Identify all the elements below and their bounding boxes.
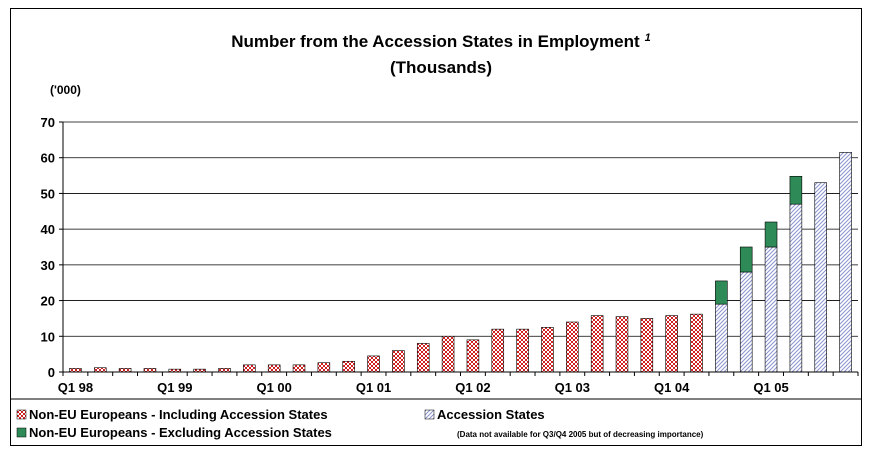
bar-including [665,315,678,373]
y-tick-label: 40 [41,222,55,237]
y-tick-label: 20 [41,294,55,309]
bar-including [491,328,505,373]
bar-accession [715,303,728,373]
bar-including [317,362,331,373]
y-tick-label: 60 [41,151,55,166]
x-tick-label: Q1 01 [356,380,391,395]
bar-including [690,313,703,373]
bar-including [267,364,281,373]
bar-including [416,343,430,373]
bar-including [118,368,132,373]
gridlines [59,121,858,373]
bar-including [292,364,306,373]
legend-note: (Data not available for Q3/Q4 2005 but o… [457,430,704,439]
bar-including [516,328,529,373]
bar-including [342,360,355,373]
title-superscript: 1 [645,32,651,44]
axes [62,122,859,376]
bars [69,152,852,373]
bar-including [94,367,107,373]
legend-label-accession: Accession States [437,407,545,422]
bar-excluding [789,175,803,205]
bar-including [615,316,629,373]
chart-subtitle: (Thousands) [390,58,492,77]
bar-accession [764,246,778,373]
x-tick-label: Q1 02 [455,380,490,395]
chart-title: Number from the Accession States in Empl… [231,32,651,51]
bar-accession [839,152,852,373]
x-tick-label: Q1 05 [753,380,788,395]
bar-including [590,315,604,373]
legend: Non-EU Europeans - Including Accession S… [11,398,861,440]
bar-accession [739,271,753,373]
x-tick-label: Q1 00 [256,380,291,395]
bar-including [218,368,231,373]
bar-accession [789,203,803,373]
legend-label-including: Non-EU Europeans - Including Accession S… [29,407,328,422]
bar-including [566,321,579,373]
y-tick-labels: 0 10 20 30 40 50 60 70 [41,115,55,380]
x-tick-label: Q1 03 [555,380,590,395]
y-tick-label: 50 [41,186,55,201]
bar-accession [814,182,827,373]
x-tick-label: Q1 98 [58,380,93,395]
bar-excluding [739,246,753,273]
bar-including [69,368,82,373]
bar-including [392,350,405,373]
chart-svg: Number from the Accession States in Empl… [11,32,861,440]
bar-including [243,364,256,373]
legend-swatch-excluding [16,427,27,438]
bar-including [143,368,157,373]
bar-including [640,318,654,373]
bar-including [466,339,480,373]
y-tick-label: 0 [48,365,55,380]
x-tick-labels: Q1 98 Q1 99 Q1 00 Q1 01 Q1 02 Q1 03 Q1 04 Q1 05 [58,380,789,395]
legend-swatch-accession [424,409,435,420]
bar-excluding [764,221,778,248]
y-tick-label: 70 [41,115,55,130]
chart-frame: Number from the Accession States in Empl… [10,8,862,446]
bar-including [441,335,455,373]
y-tick-label: 30 [41,258,55,273]
bar-including [541,327,554,373]
x-tick-label: Q1 99 [157,380,192,395]
legend-label-excluding: Non-EU Europeans - Excluding Accession S… [29,425,332,440]
bar-including [367,355,380,373]
unit-label: ('000) [50,83,81,97]
chart-title-text: Number from the Accession States in Empl… [231,32,640,51]
legend-swatch-including [16,409,27,420]
x-tick-label: Q1 04 [654,380,690,395]
bar-excluding [715,280,728,305]
y-tick-label: 10 [41,329,55,344]
